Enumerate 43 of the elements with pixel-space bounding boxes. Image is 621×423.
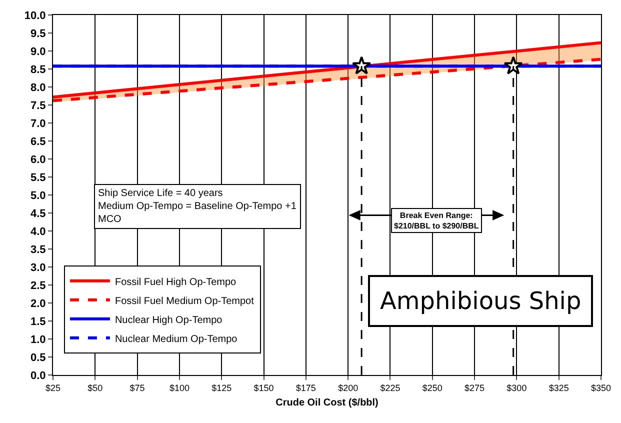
x-axis-title: Crude Oil Cost ($/bbl): [276, 397, 378, 408]
y-tick-label: 1.0: [30, 334, 46, 346]
y-tick-label: 9.5: [30, 28, 46, 40]
x-tick-label: $325: [548, 382, 569, 393]
annotation: Ship Service Life = 40 years Medium Op-Tempo = Baseline Op-Tempo +1 MCO: [98, 188, 297, 225]
y-tick-label: 2.5: [30, 280, 46, 292]
legend-label: Fossil Fuel High Op-Tempo: [114, 276, 237, 288]
x-tick-label: $200: [338, 382, 358, 393]
x-tick-label: $150: [254, 382, 274, 393]
y-tick-label: 0.5: [30, 352, 46, 364]
x-tick-label: $125: [212, 382, 232, 393]
y-tick-label: 7.5: [30, 100, 46, 112]
y-tick-label: 7.0: [30, 118, 46, 130]
x-tick-label: $175: [296, 382, 316, 393]
legend-label: Fossil Fuel Medium Op-Tempot: [114, 296, 254, 307]
y-tick-label: 0.0: [30, 370, 46, 382]
x-tick-label: $50: [88, 382, 103, 393]
y-tick-label: 2.0: [30, 298, 46, 310]
legend-label: Nuclear High Op-Tempo: [114, 314, 223, 326]
x-tick-label: $100: [169, 382, 190, 393]
y-tick-label: 6.0: [30, 154, 46, 166]
y-tick-label: 9.0: [30, 46, 46, 58]
x-tick-label: $225: [380, 382, 400, 393]
y-tick-label: 1.5: [30, 316, 46, 328]
x-tick-label: $350: [590, 382, 612, 393]
y-tick-label: 8.5: [30, 64, 46, 76]
x-tick-label: $250: [422, 382, 442, 393]
x-tick-label: $25: [45, 382, 61, 393]
y-tick-label: 4.0: [30, 226, 46, 238]
y-tick-label: 8.0: [30, 82, 46, 94]
y-tick-label: 3.5: [30, 244, 46, 256]
x-tick-label: $300: [506, 382, 527, 393]
x-tick-label: $75: [130, 382, 145, 393]
annotation: Break Even Range: $210/BBL to $290/BBL: [394, 211, 479, 230]
y-tick-label: 6.5: [30, 136, 46, 148]
x-tick-label: $275: [464, 382, 485, 393]
y-tick-label: 5.0: [30, 190, 46, 202]
y-tick-label: 4.5: [30, 208, 46, 220]
y-tick-label: 10.0: [24, 10, 46, 22]
annotation: Amphibious Ship: [380, 287, 582, 315]
y-tick-label: 5.5: [30, 172, 46, 184]
legend-label: Nuclear Medium Op-Tempo: [114, 334, 238, 345]
y-tick-label: 3.0: [30, 262, 46, 274]
